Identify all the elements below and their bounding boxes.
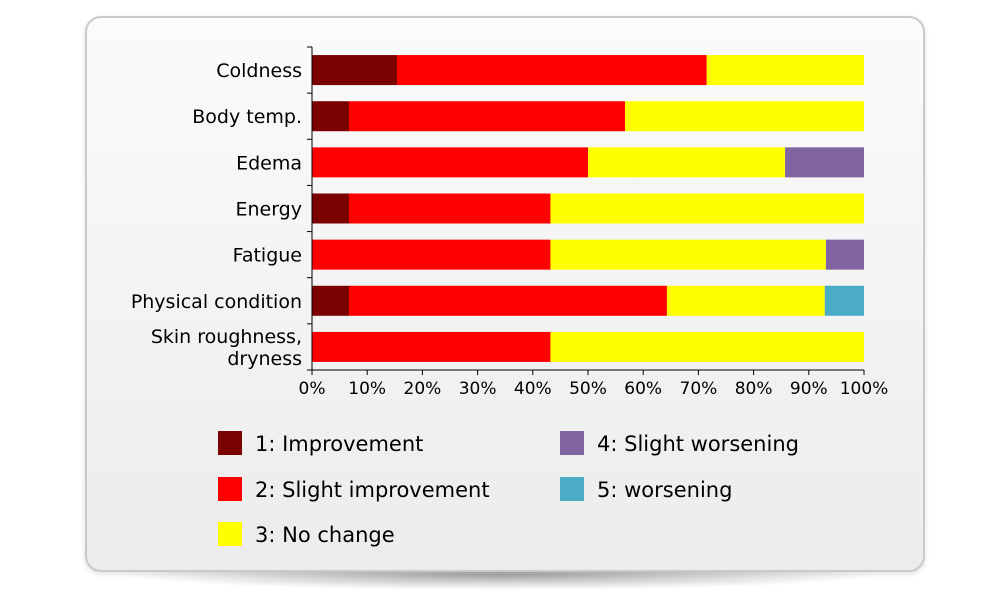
bar-segment bbox=[550, 239, 826, 270]
legend-label: 2: Slight improvement bbox=[255, 478, 490, 502]
x-tick-label: 30% bbox=[459, 379, 497, 399]
legend-swatch bbox=[560, 477, 584, 501]
bar-segment bbox=[397, 55, 707, 86]
x-tick-label: 100% bbox=[840, 379, 889, 399]
legend-swatch bbox=[218, 477, 242, 501]
bar-segment bbox=[588, 147, 786, 178]
bars-layer bbox=[312, 55, 864, 362]
bar-segment bbox=[706, 55, 864, 86]
x-tick-label: 20% bbox=[404, 379, 442, 399]
bar-segment bbox=[348, 285, 667, 316]
x-tick-label: 0% bbox=[299, 379, 326, 399]
bar-segment bbox=[312, 147, 588, 178]
legend-label: 1: Improvement bbox=[255, 432, 423, 456]
category-label: Fatigue bbox=[233, 245, 302, 267]
bar-segment bbox=[312, 239, 551, 270]
category-label: Coldness bbox=[216, 60, 302, 82]
legend-swatch bbox=[560, 431, 584, 455]
x-tick-label: 70% bbox=[680, 379, 718, 399]
category-label: Energy bbox=[235, 199, 302, 221]
category-label: Skin roughness, bbox=[151, 326, 302, 348]
bar-segment bbox=[348, 193, 551, 224]
bar-segment bbox=[312, 55, 398, 86]
legend-swatch bbox=[218, 522, 242, 546]
category-label: Edema bbox=[236, 152, 302, 174]
legend-label: 5: worsening bbox=[597, 478, 732, 502]
bar-segment bbox=[312, 193, 349, 224]
bar-segment bbox=[550, 331, 864, 362]
x-tick-label: 40% bbox=[514, 379, 552, 399]
bar-segment bbox=[666, 285, 825, 316]
bar-segment bbox=[312, 285, 349, 316]
x-tick-label: 90% bbox=[790, 379, 828, 399]
bar-segment bbox=[824, 285, 864, 316]
x-tick-label: 50% bbox=[569, 379, 607, 399]
legend: 1: Improvement 2: Slight improvement 3: No… bbox=[218, 431, 799, 547]
x-tick-label: 80% bbox=[735, 379, 773, 399]
bar-segment bbox=[785, 147, 864, 178]
category-label: Physical condition bbox=[131, 291, 302, 313]
bar-segment bbox=[825, 239, 864, 270]
x-tick-label: 10% bbox=[348, 379, 386, 399]
bar-segment bbox=[312, 101, 349, 132]
category-label: dryness bbox=[227, 348, 302, 370]
bar-segment bbox=[312, 331, 551, 362]
bar-segment bbox=[348, 101, 625, 132]
bar-segment bbox=[624, 101, 864, 132]
x-tick-label: 60% bbox=[624, 379, 662, 399]
legend-label: 3: No change bbox=[255, 523, 395, 547]
category-labels: Coldness Body temp. Edema Energy Fatigue Phys… bbox=[131, 60, 302, 370]
x-axis-ticks: 0% 10% 20% 30% 40% 50% 60% 70% 80% 90% 100% bbox=[299, 370, 889, 399]
bar-segment bbox=[550, 193, 864, 224]
legend-swatch bbox=[218, 431, 242, 455]
category-label: Body temp. bbox=[192, 106, 302, 128]
legend-label: 4: Slight worsening bbox=[597, 432, 799, 456]
